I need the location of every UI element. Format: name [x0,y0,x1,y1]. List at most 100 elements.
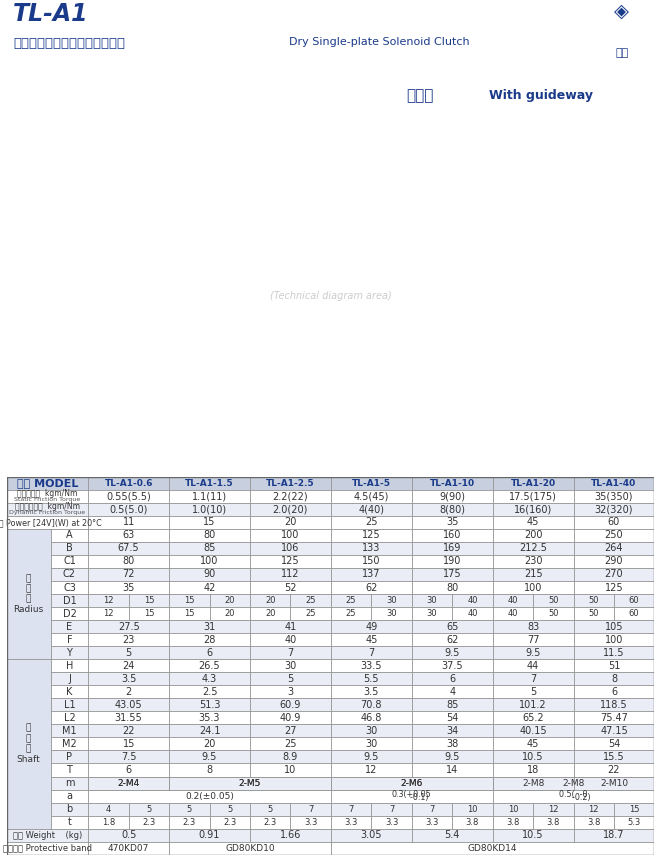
Bar [169,751,250,764]
Text: 台菱: 台菱 [615,48,629,58]
Bar [169,829,250,842]
Bar [51,633,88,646]
Bar [331,659,412,673]
Bar [331,542,412,555]
Text: 2.3: 2.3 [264,818,277,826]
Bar [452,607,492,620]
Bar [88,789,331,802]
Bar [7,829,88,842]
Bar [7,490,88,503]
Text: TL-A1-5: TL-A1-5 [352,478,391,488]
Text: 212.5: 212.5 [519,544,547,553]
Text: 470KD07: 470KD07 [108,844,149,853]
Bar [88,646,169,659]
Bar [169,555,250,568]
Text: 15: 15 [184,609,194,618]
Text: 3.3: 3.3 [425,818,439,826]
Text: 31: 31 [204,622,215,631]
Bar [574,711,654,724]
Text: 10.5: 10.5 [522,752,544,762]
Bar [574,555,654,568]
Text: TL-A1-0.6: TL-A1-0.6 [104,478,153,488]
Bar [51,659,88,673]
Text: 106: 106 [281,544,299,553]
Bar [331,516,412,529]
Text: 2-M4: 2-M4 [118,778,139,788]
Text: 100: 100 [524,582,542,593]
Bar [492,659,574,673]
Bar [169,568,250,581]
Text: 15: 15 [122,739,135,749]
Text: 290: 290 [605,557,623,566]
Bar [492,646,574,659]
Bar [331,802,371,815]
Text: K: K [66,687,73,697]
Bar [88,542,169,555]
Bar [574,659,654,673]
Text: D1: D1 [63,595,76,606]
Bar [88,516,169,529]
Bar [250,581,331,594]
Text: 幹式單板電磁離合器突圓固定型: 幹式單板電磁離合器突圓固定型 [13,37,125,50]
Text: 160: 160 [443,530,461,540]
Text: 125: 125 [605,582,623,593]
Text: 25: 25 [346,596,356,605]
Bar [331,724,412,737]
Bar [331,529,412,542]
Bar [169,802,210,815]
Bar [331,737,412,751]
Text: 2-M6: 2-M6 [401,778,423,788]
Bar [574,685,654,698]
Text: 3.8: 3.8 [547,818,560,826]
Text: 径
方
向
Radius: 径 方 向 Radius [13,574,44,614]
Text: 2-M6: 2-M6 [401,778,423,788]
Bar [371,815,412,829]
Bar [574,477,654,490]
Bar [492,777,654,789]
Text: 27.5: 27.5 [118,622,139,631]
Text: 30: 30 [365,739,377,749]
Bar [250,594,290,607]
Bar [210,815,250,829]
Bar [250,737,331,751]
Bar [574,594,614,607]
Text: C1: C1 [63,557,76,566]
Bar [169,490,250,503]
Text: 37.5: 37.5 [442,661,463,671]
Text: 85: 85 [446,700,458,710]
Text: 54: 54 [607,739,620,749]
Text: 5: 5 [227,805,233,813]
Text: 75.47: 75.47 [600,713,628,723]
Bar [412,685,492,698]
Text: 77: 77 [527,635,539,644]
Bar [492,777,574,789]
Bar [88,477,169,490]
Bar [371,607,412,620]
Text: 9.5: 9.5 [525,648,541,658]
Text: 3: 3 [288,687,293,697]
Text: 101.2: 101.2 [520,700,547,710]
Text: 9.5: 9.5 [444,648,460,658]
Bar [492,764,574,777]
Bar [492,751,574,764]
Text: F: F [67,635,72,644]
Bar [169,737,250,751]
Bar [250,555,331,568]
Text: 9.5: 9.5 [202,752,217,762]
Text: 8.9: 8.9 [283,752,298,762]
Text: 23: 23 [122,635,135,644]
Text: 38: 38 [446,739,458,749]
Bar [492,673,574,685]
Bar [492,829,574,842]
Bar [169,777,331,789]
Bar [331,711,412,724]
Bar [574,829,654,842]
Text: With guideway: With guideway [489,88,593,102]
Bar [412,737,492,751]
Text: J: J [68,673,71,684]
Text: 7: 7 [288,648,293,658]
Bar [169,581,250,594]
Text: 10: 10 [508,805,518,813]
Bar [492,711,574,724]
Text: 4: 4 [106,805,111,813]
